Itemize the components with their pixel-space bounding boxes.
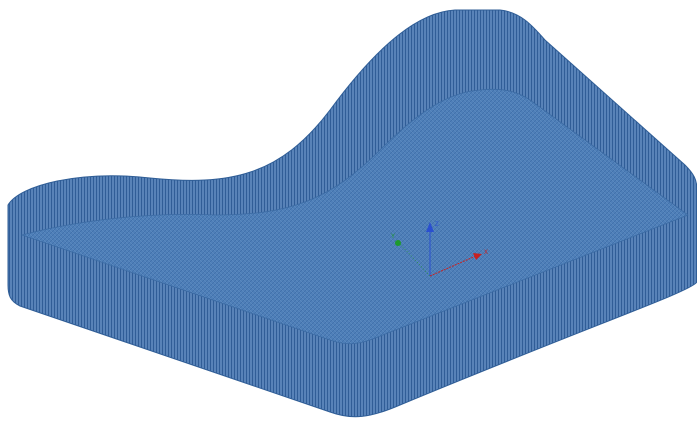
cad-viewport: Z X Y bbox=[0, 0, 697, 430]
z-label: Z bbox=[435, 222, 439, 228]
y-label: Y bbox=[391, 234, 395, 240]
y-arrow bbox=[395, 240, 401, 246]
page: Z X Y (() => { const data = JSON.parse(d… bbox=[0, 0, 697, 430]
x-label: X bbox=[484, 250, 488, 256]
